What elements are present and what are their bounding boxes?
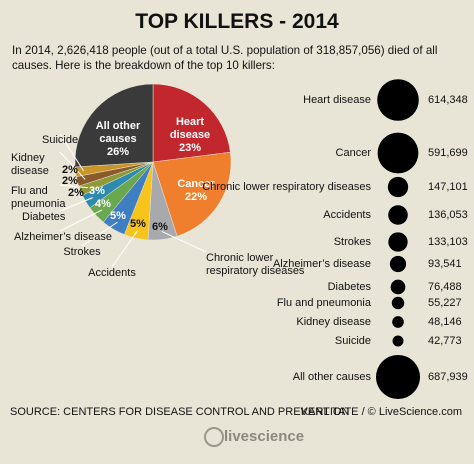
row-label: Heart disease	[303, 94, 371, 106]
slice-value-label: 3%	[89, 185, 105, 197]
value-label: 55,227	[428, 297, 462, 309]
value-label: 687,939	[428, 371, 468, 383]
bubble	[388, 232, 408, 252]
bubble	[388, 205, 408, 225]
slice-value-label: 5%	[110, 210, 126, 222]
pie-slice	[152, 83, 231, 163]
source: SOURCE: CENTERS FOR DISEASE CONTROL AND …	[10, 406, 349, 418]
slice-value-label: 2%	[62, 175, 78, 187]
bubble	[376, 355, 420, 399]
value-label: 93,541	[428, 258, 462, 270]
slice-value-label: 5%	[130, 218, 146, 230]
value-label: 591,699	[428, 147, 468, 159]
intro: In 2014, 2,626,418 people (out of a tota…	[12, 44, 438, 72]
bubble	[392, 316, 404, 328]
slice-value-label: 23%	[179, 142, 201, 154]
value-label: 614,348	[428, 94, 468, 106]
slice-name: Heart disease	[170, 116, 210, 141]
slice-value-label: 2%	[68, 187, 84, 199]
slice-name: Flu and pneumonia	[11, 185, 66, 210]
slice-name: Cancer	[177, 178, 215, 190]
value-label: 42,773	[428, 335, 462, 347]
slice-name: Diabetes	[22, 211, 66, 223]
slice-name: Kidney disease	[11, 152, 49, 177]
bubble	[391, 296, 405, 310]
value-label: 48,146	[428, 316, 462, 328]
leader-line	[111, 230, 139, 268]
bubble	[377, 79, 419, 121]
slice-value-label: 22%	[185, 191, 207, 203]
bubble	[390, 279, 406, 295]
row-label: Diabetes	[328, 281, 372, 293]
bubble	[392, 335, 404, 347]
leader-line	[81, 221, 118, 247]
slice-name: Strokes	[63, 246, 101, 258]
pie-slice	[74, 83, 154, 168]
leader-line	[59, 197, 93, 212]
title: TOP KILLERS - 2014	[135, 10, 339, 33]
slice-name: Alzheimer’s disease	[14, 231, 112, 243]
logo: livescience	[224, 428, 304, 445]
bubble	[377, 132, 419, 174]
row-label: Accidents	[323, 209, 371, 221]
bubble	[389, 255, 407, 273]
credit: KARL TATE / © LiveScience.com	[301, 406, 462, 418]
leader-line	[59, 209, 103, 232]
leader-line	[59, 151, 86, 180]
slice-value-label: 4%	[95, 198, 111, 210]
row-label: Alzheimer’s disease	[273, 258, 371, 270]
value-label: 133,103	[428, 236, 468, 248]
row-label: Kidney disease	[296, 316, 371, 328]
pie-slice	[152, 151, 232, 237]
row-label: Strokes	[334, 236, 372, 248]
leader-line	[161, 230, 207, 253]
value-label: 147,101	[428, 181, 468, 193]
row-label: All other causes	[293, 371, 372, 383]
slice-value-label: 26%	[107, 146, 129, 158]
slice-name: All other causes	[96, 120, 141, 145]
leader-line	[59, 133, 84, 172]
slice-name: Chronic lower respiratory diseases	[206, 252, 305, 277]
value-label: 136,053	[428, 209, 468, 221]
value-label: 76,488	[428, 281, 462, 293]
slice-name: Suicide	[42, 134, 78, 146]
row-label: Suicide	[335, 335, 371, 347]
slice-name: Accidents	[88, 267, 136, 279]
row-label: Flu and pneumonia	[277, 297, 372, 309]
slice-value-label: 6%	[152, 221, 168, 233]
slice-value-label: 2%	[62, 164, 78, 176]
row-label: Chronic lower respiratory diseases	[202, 181, 371, 193]
leader-line	[59, 184, 88, 189]
row-label: Cancer	[336, 147, 372, 159]
bubble	[387, 176, 409, 198]
logo-icon	[204, 427, 224, 447]
